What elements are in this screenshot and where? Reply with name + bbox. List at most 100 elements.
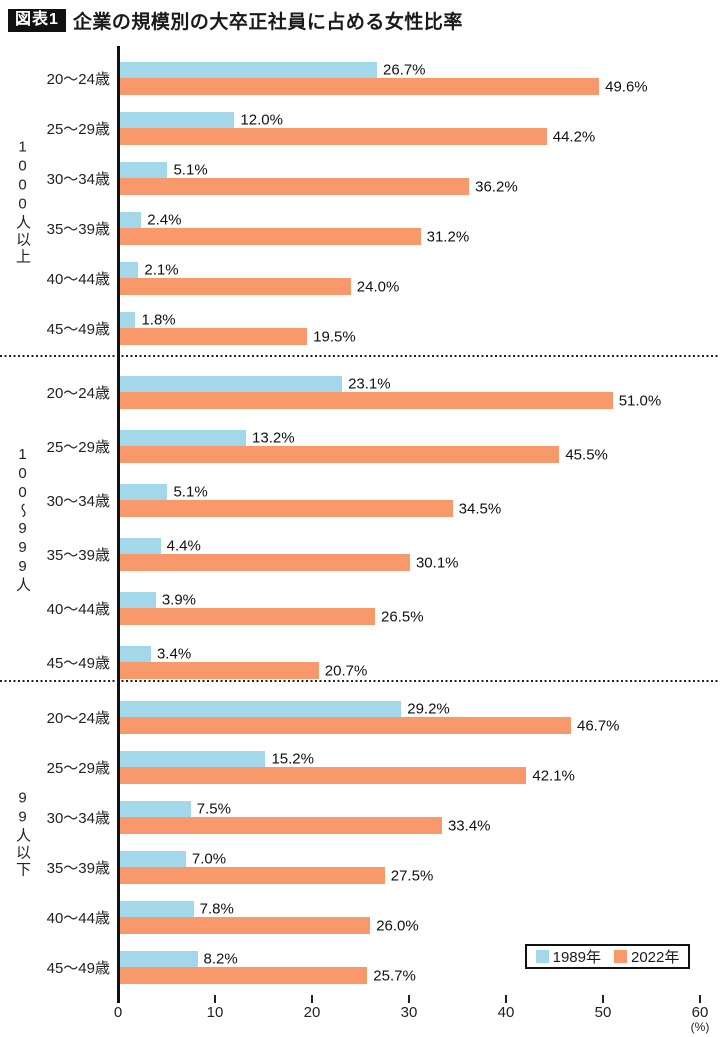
bar-value-label: 36.2% — [475, 178, 518, 195]
bar-1989: 15.2% — [120, 751, 314, 768]
bar-2022: 33.4% — [120, 817, 491, 834]
age-label: 20〜24歳 — [46, 710, 110, 727]
bar-value-label: 25.7% — [373, 967, 416, 984]
size-group-3: 99人以下 20〜24歳 29.2% 46.7% 25〜29歳 15.2% 42.1% 30〜… — [0, 682, 720, 985]
bar-value-label: 3.4% — [156, 645, 192, 663]
bar-row: 40〜44歳 7.8% 26.0% — [0, 901, 720, 934]
bar-value-label: 20.7% — [324, 662, 368, 679]
bar-value-label: 34.5% — [458, 500, 502, 517]
bar-value-label: 24.0% — [356, 278, 400, 295]
age-label: 30〜34歳 — [46, 171, 110, 188]
bar-2022: 31.2% — [120, 228, 469, 245]
bar-2022: 20.7% — [120, 662, 367, 679]
bar-row: 45〜49歳 1.8% 19.5% — [0, 312, 720, 345]
bar-value-label: 15.2% — [271, 750, 314, 768]
x-tick-label: 0 — [113, 1004, 123, 1021]
figure-badge: 図表1 — [8, 9, 66, 32]
group-label: 100〜999人 — [14, 445, 31, 594]
age-label: 40〜44歳 — [46, 601, 110, 618]
bar-2022: 49.6% — [120, 78, 648, 95]
bar-1989: 3.9% — [120, 592, 196, 609]
age-label: 45〜49歳 — [46, 321, 110, 338]
legend-swatch-1989-icon — [535, 950, 549, 963]
x-axis-unit: (%) — [690, 1020, 710, 1034]
age-label: 25〜29歳 — [46, 439, 110, 456]
bar-2022: 19.5% — [120, 328, 356, 345]
x-tick — [214, 995, 216, 1003]
legend-label-1989: 1989年 — [552, 949, 601, 966]
x-tick — [505, 995, 507, 1003]
bar-2022: 34.5% — [120, 500, 501, 517]
bar-row: 30〜34歳 7.5% 33.4% — [0, 801, 720, 834]
bar-value-label: 1.8% — [141, 311, 176, 329]
x-tick — [699, 995, 701, 1003]
bar-pair: 7.0% 27.5% — [120, 851, 720, 884]
age-label: 30〜34歳 — [46, 493, 110, 510]
bar-1989: 5.1% — [120, 484, 208, 501]
bar-row: 35〜39歳 4.4% 30.1% — [0, 538, 720, 571]
bar-1989: 8.2% — [120, 951, 238, 968]
bar-value-label: 29.2% — [407, 700, 450, 718]
legend-item-2022: 2022年 — [614, 946, 679, 967]
bar-value-label: 8.2% — [203, 950, 238, 968]
bar-value-label: 30.1% — [415, 554, 459, 571]
bar-1989: 1.8% — [120, 312, 176, 329]
bar-value-label: 4.4% — [166, 537, 201, 555]
bar-pair: 4.4% 30.1% — [120, 538, 720, 571]
chart-area: 1000人以上 20〜24歳 26.7% 49.6% 25〜29歳 12.0% 44.2% 3… — [0, 46, 720, 1037]
bar-value-label: 13.2% — [252, 429, 295, 447]
bar-value-label: 2.4% — [147, 211, 182, 229]
bar-value-label: 5.1% — [173, 483, 208, 501]
bar-2022: 45.5% — [120, 446, 608, 463]
bar-1989: 13.2% — [120, 430, 295, 447]
x-tick — [311, 995, 313, 1003]
bar-pair: 29.2% 46.7% — [120, 701, 720, 734]
bar-pair: 2.4% 31.2% — [120, 212, 720, 245]
bar-value-label: 7.5% — [196, 800, 231, 818]
bar-value-label: 7.0% — [191, 850, 227, 868]
bar-value-label: 26.5% — [381, 608, 424, 625]
bar-1989: 2.1% — [120, 262, 179, 279]
age-label: 45〜49歳 — [46, 655, 110, 672]
bar-pair: 8.2% 25.7% — [120, 951, 720, 984]
group-label: 99人以下 — [14, 789, 31, 878]
bar-1989: 5.1% — [120, 162, 208, 179]
bar-2022: 30.1% — [120, 554, 459, 571]
bar-value-label: 12.0% — [240, 111, 283, 129]
group-label: 1000人以上 — [14, 138, 31, 265]
age-label: 20〜24歳 — [46, 385, 110, 402]
bar-value-label: 27.5% — [390, 867, 434, 884]
chart-title: 企業の規模別の大卒正社員に占める女性比率 — [72, 12, 463, 33]
bar-pair: 13.2% 45.5% — [120, 430, 720, 463]
x-tick-label: 10 — [206, 1004, 224, 1021]
bar-row: 30〜34歳 5.1% 34.5% — [0, 484, 720, 517]
bar-value-label: 33.4% — [447, 817, 491, 834]
bar-value-label: 49.6% — [605, 78, 648, 95]
bar-2022: 26.0% — [120, 917, 419, 934]
bar-value-label: 46.7% — [576, 717, 620, 734]
legend-label-2022: 2022年 — [631, 949, 680, 966]
bar-2022: 44.2% — [120, 128, 595, 145]
size-group-2: 100〜999人 20〜24歳 23.1% 51.0% 25〜29歳 13.2% 45.5%… — [0, 357, 720, 682]
bar-pair: 15.2% 42.1% — [120, 751, 720, 784]
bar-2022: 25.7% — [120, 967, 416, 984]
group-separator — [0, 680, 720, 682]
x-tick-label: 20 — [303, 1004, 321, 1021]
bar-pair: 26.7% 49.6% — [120, 62, 720, 95]
bar-1989: 7.0% — [120, 851, 226, 868]
bar-value-label: 26.0% — [376, 917, 419, 934]
age-label: 45〜49歳 — [46, 960, 110, 977]
age-label: 20〜24歳 — [46, 71, 110, 88]
bar-1989: 4.4% — [120, 538, 201, 555]
bar-value-label: 2.1% — [144, 261, 179, 279]
chart-groups: 1000人以上 20〜24歳 26.7% 49.6% 25〜29歳 12.0% 44.2% 3… — [0, 46, 720, 985]
bar-1989: 23.1% — [120, 376, 391, 393]
bar-value-label: 45.5% — [565, 446, 608, 463]
bar-row: 25〜29歳 12.0% 44.2% — [0, 112, 720, 145]
chart-header: 図表1 企業の規模別の大卒正社員に占める女性比率 — [8, 7, 463, 34]
bar-2022: 26.5% — [120, 608, 424, 625]
bar-row: 35〜39歳 2.4% 31.2% — [0, 212, 720, 245]
bar-row: 25〜29歳 15.2% 42.1% — [0, 751, 720, 784]
bar-1989: 12.0% — [120, 112, 283, 129]
